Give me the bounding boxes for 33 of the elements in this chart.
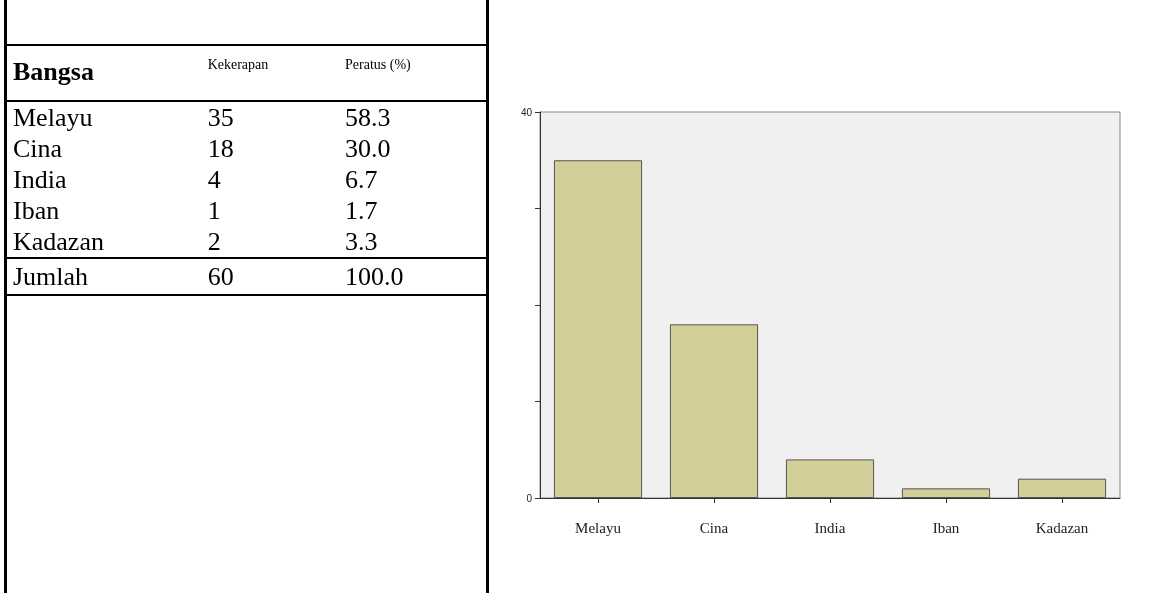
category-label: India: [12, 164, 68, 195]
text: Kekerapan: [201, 45, 340, 101]
bar: [785, 459, 875, 498]
data-label: 3.3: [344, 226, 379, 258]
y-tick-label: 40: [520, 106, 533, 118]
bar: [553, 160, 643, 498]
data-label: 60: [201, 258, 340, 295]
data-label: 35: [206, 102, 235, 133]
x-tick-label: Melayu: [575, 519, 622, 536]
text: Bangsa: [13, 57, 94, 86]
x-tick-label: India: [814, 519, 846, 536]
data-label: 6.7: [344, 164, 379, 195]
category-label: Cina: [12, 133, 64, 164]
category-label: Iban: [12, 195, 61, 226]
x-tick-label: Cina: [699, 519, 729, 536]
bar: [1017, 478, 1107, 498]
y-tick-label: 0: [526, 492, 533, 504]
data-label: 30.0: [344, 133, 392, 164]
bar: [901, 488, 991, 498]
bar: [669, 324, 759, 498]
category-label: Melayu: [12, 102, 94, 133]
category-label: Jumlah: [7, 258, 202, 295]
data-label: 1: [206, 195, 222, 226]
data-label: 4: [206, 164, 222, 195]
data-label: 58.3: [344, 102, 392, 133]
text: Peratus (%): [339, 45, 486, 101]
data-label: 1.7: [344, 195, 379, 226]
data-label: 2: [206, 226, 222, 258]
category-label: Kadazan: [12, 226, 105, 258]
data-label: 100.0: [339, 258, 486, 295]
data-label: 18: [206, 133, 235, 164]
x-tick-label: Kadazan: [1035, 519, 1089, 536]
x-tick-label: Iban: [932, 519, 960, 536]
